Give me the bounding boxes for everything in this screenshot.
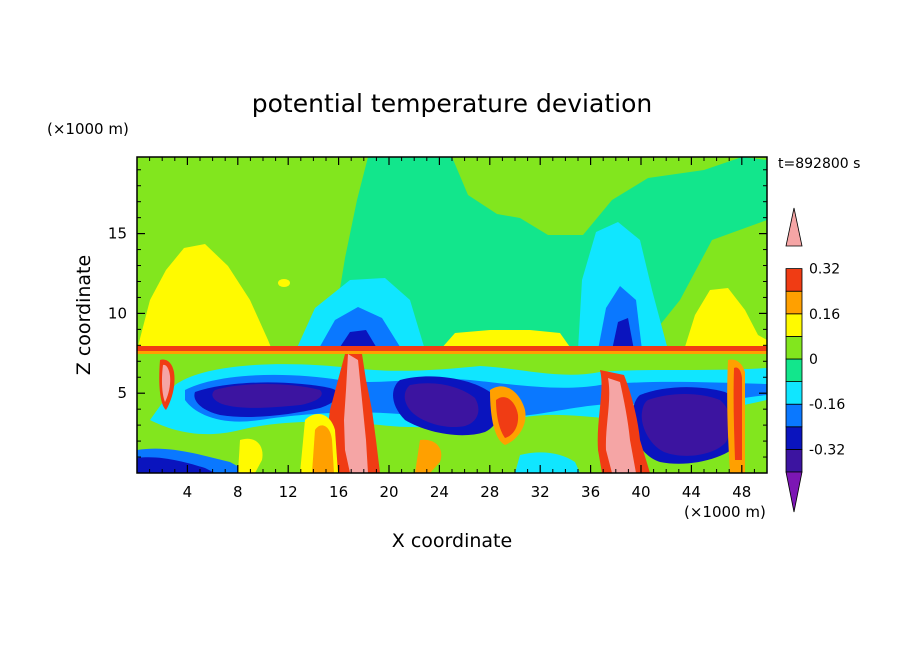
cyan-region [515,452,580,473]
x-tick-label: 44 [682,483,701,501]
cyan-region [578,222,668,350]
colorbar-swatch [785,448,803,473]
y-axis-label: Z coordinate [73,255,95,375]
pink-plume [605,378,636,473]
colorbar-swatch [785,403,803,428]
x-tick-label: 8 [233,483,243,501]
colorbar-swatch [785,381,803,405]
upper-layer [137,157,767,350]
colorbar-swatch [785,290,803,315]
red-region [733,367,742,460]
x-tick-label: 20 [379,483,398,501]
x-tick-label: 4 [183,483,193,501]
pink-region [161,364,171,402]
pink-plume [344,354,368,473]
colorbar-swatch [785,268,803,292]
y-unit-label: (×1000 m) [47,120,129,138]
y-tick-label: 15 [108,225,127,243]
lower-layer [137,354,767,473]
x-tick-label: 16 [329,483,348,501]
x-tick-label: 36 [581,483,600,501]
orange-region [312,425,334,473]
colorbar-swatch [785,426,803,450]
x-axis-label: X coordinate [392,530,512,552]
colorbar-tick-label: -0.16 [809,397,845,413]
x-tick-label: 48 [732,483,751,501]
navy-region [338,330,378,350]
colorbar-tick-label: 0 [809,352,818,368]
orange-region [415,439,442,473]
purple-region [404,383,479,428]
y-axis: 5 10 15 [108,169,767,458]
colorbar-under-triangle [785,471,803,513]
chart-title: potential temperature deviation [252,89,652,118]
colorbar-swatch [785,358,803,383]
purple-region [641,394,731,456]
interface-band [137,346,767,351]
yellow-region [684,288,767,350]
interface-band [137,351,767,354]
yellow-region [440,330,572,350]
x-axis: 4 8 12 16 20 24 28 32 36 40 44 48 [149,157,755,501]
x-tick-label: 28 [480,483,499,501]
colorbar-tick-label: 0.32 [809,262,840,278]
colorbar-tick-label: -0.32 [809,442,845,458]
x-tick-label: 12 [279,483,298,501]
yellow-region [238,438,263,473]
x-tick-label: 40 [631,483,650,501]
red-region [496,397,519,438]
yellow-region [278,279,290,287]
plot-area [137,157,767,473]
colorbar-swatch [785,313,803,337]
colorbar-swatch [785,335,803,360]
blue-region [318,307,402,350]
navy-region [137,457,215,473]
y-tick-label: 10 [108,304,127,322]
colorbar-tick-label: 0.16 [809,307,840,323]
x-unit-label: (×1000 m) [684,503,766,521]
navy-region [612,318,634,350]
colorbar: -0.32 -0.16 0 0.16 0.32 [785,207,845,513]
x-tick-label: 32 [531,483,550,501]
purple-region [212,384,322,408]
neutral-region [330,157,767,350]
x-tick-label: 24 [430,483,449,501]
time-label: t=892800 s [778,156,860,172]
yellow-region [137,244,272,350]
y-tick-label: 5 [117,384,127,402]
colorbar-over-triangle [785,207,803,247]
